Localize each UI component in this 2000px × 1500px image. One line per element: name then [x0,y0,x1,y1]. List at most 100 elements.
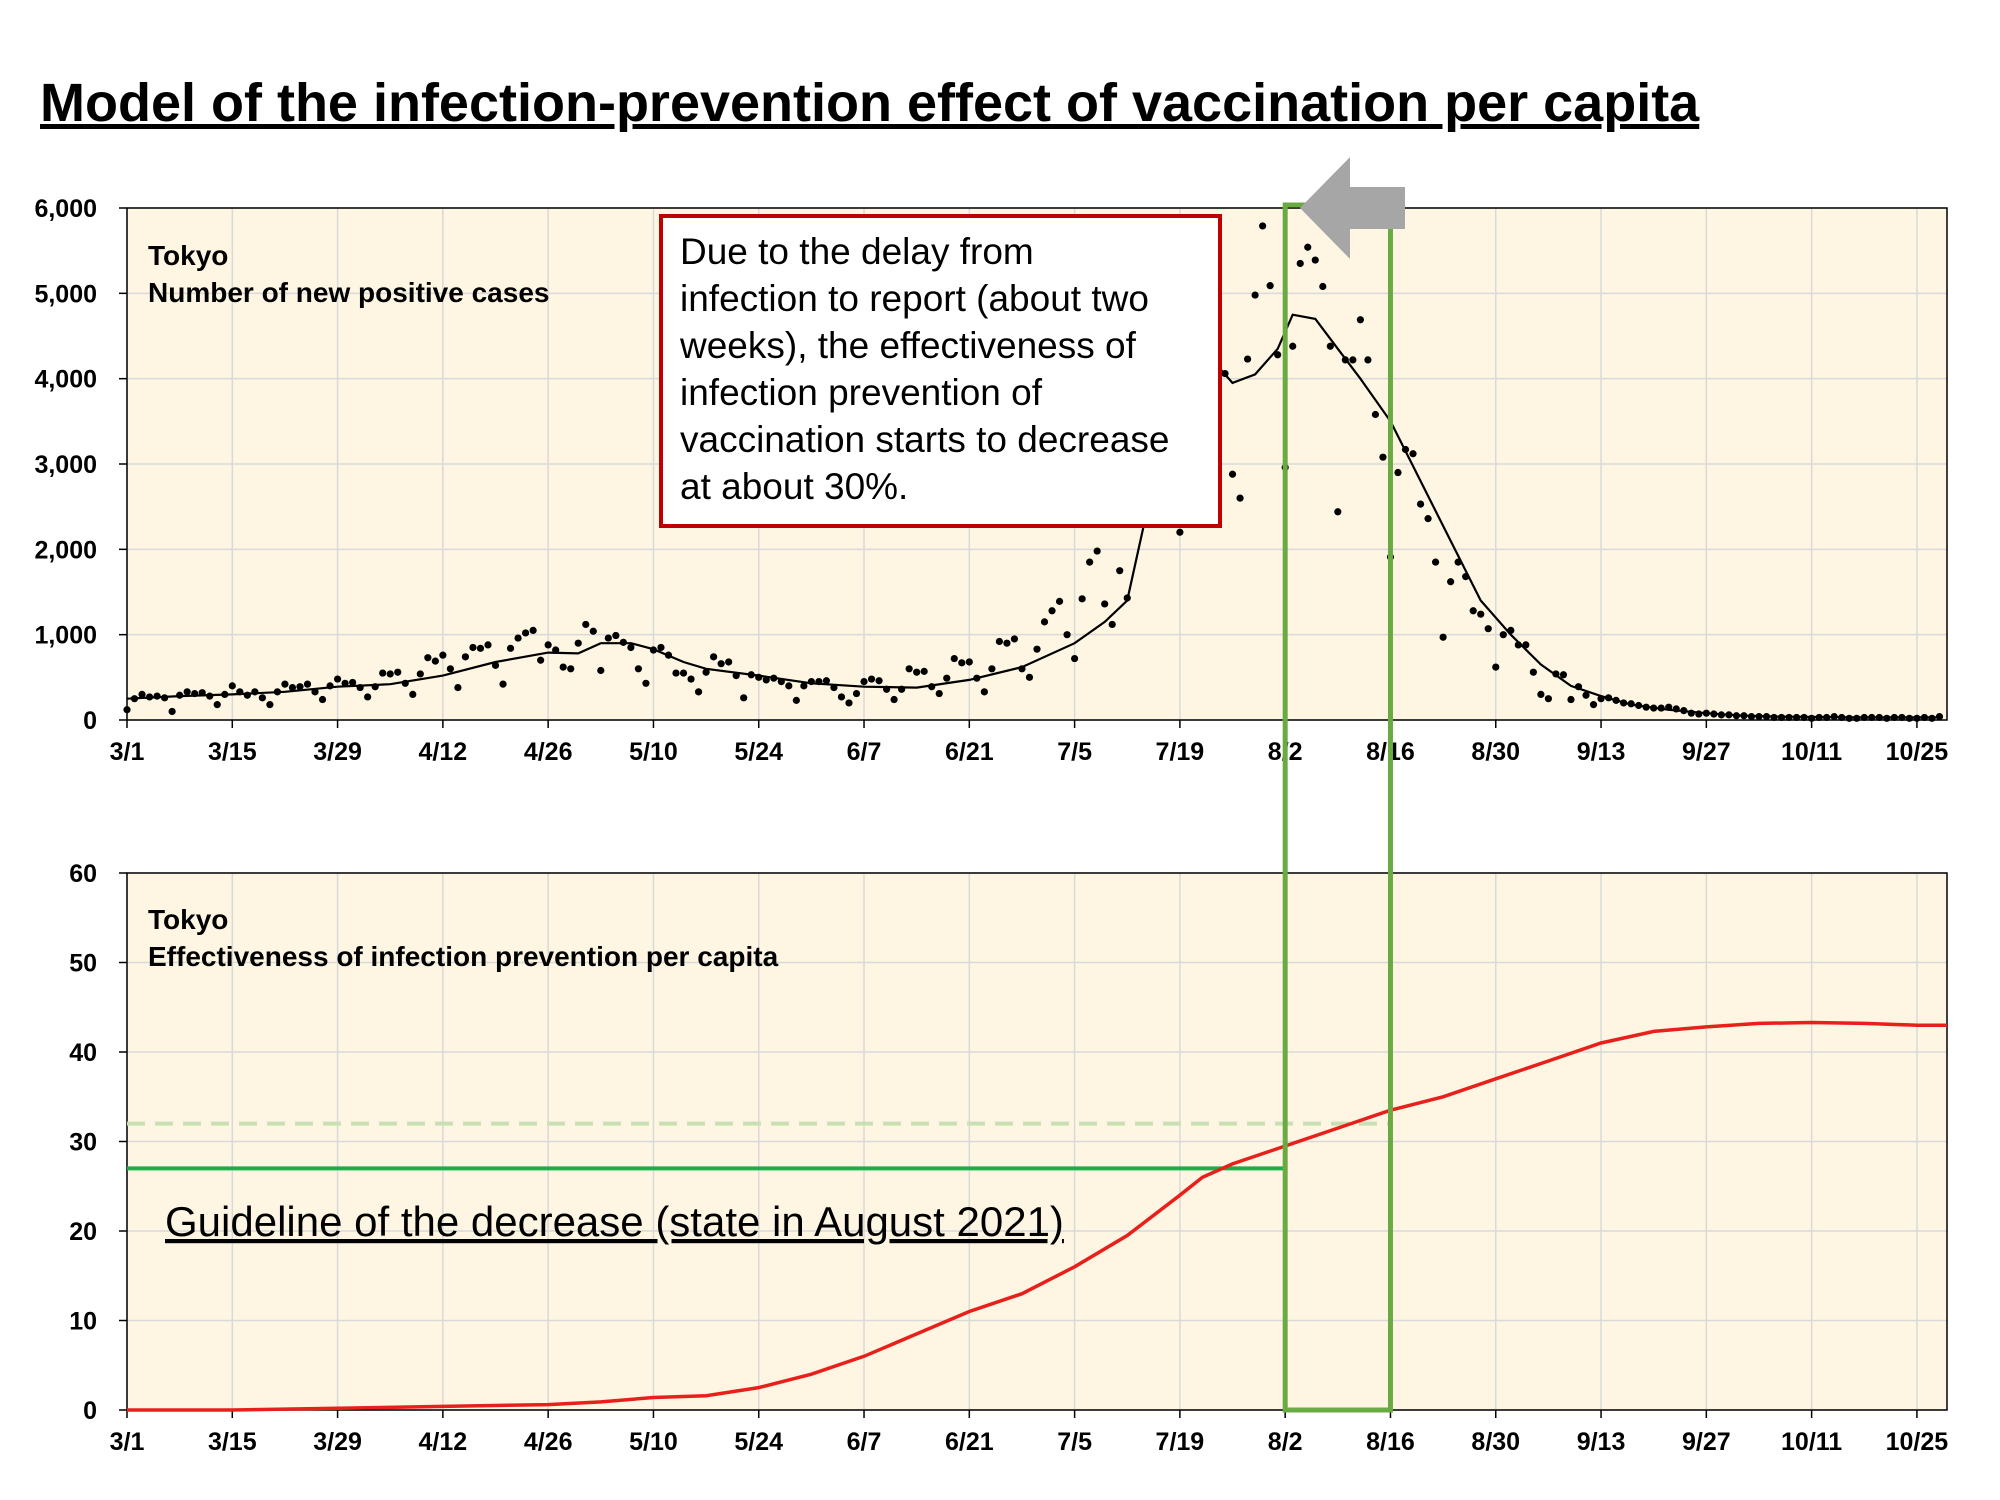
case-point [1289,342,1297,350]
effect-x-tick-label: 7/5 [1057,1428,1092,1456]
case-point [958,659,966,667]
case-point [1228,470,1237,478]
case-point [1040,618,1049,626]
case-point [281,680,289,688]
cases-y-tick-label: 1,000 [34,622,97,650]
case-point [1364,356,1372,364]
case-point [1093,547,1101,555]
cases-x-tick-label: 5/24 [734,738,783,766]
case-point [905,665,913,673]
case-point [409,690,417,699]
effect-x-tick-label: 8/30 [1471,1428,1520,1456]
case-point [266,701,274,709]
case-point [1356,316,1364,324]
effect-x-tick-label: 6/21 [945,1428,994,1456]
note-border [659,214,1222,528]
case-point [589,627,597,635]
case-point [288,683,297,692]
case-point [439,651,447,659]
case-point [514,634,522,642]
effect-x-tick-label: 6/7 [847,1428,882,1456]
case-point [1033,645,1041,653]
note-box: Due to the delay from infection to repor… [659,214,1222,528]
case-point [837,693,846,701]
effect-chart-panel: 0 10 20 30 40 50 60 3/1 3/15 3/29 4/12 4/26 5/10 5/2… [69,860,1948,1456]
cases-x-tick-label: 6/7 [847,738,882,766]
cases-y-axis: 0 1,000 2,000 3,000 4,000 5,000 6,000 [34,195,127,735]
case-point [634,665,643,673]
case-point [920,667,928,675]
case-point [469,643,477,652]
case-point [424,654,432,662]
case-point [890,695,898,704]
effect-label-region: Tokyo [148,904,228,935]
case-point [913,668,921,676]
case-point [1063,631,1071,639]
effect-x-tick-label: 3/29 [313,1428,362,1456]
case-point [935,689,943,698]
case-point [476,644,485,652]
cases-y-tick-label: 0 [83,707,97,735]
cases-y-tick-label: 4,000 [34,366,97,394]
case-point [604,634,612,642]
effect-x-tick-label: 5/24 [734,1428,783,1456]
case-point [499,680,507,688]
case-point [1108,620,1116,629]
cases-y-tick-label: 5,000 [34,280,97,308]
effect-y-axis: 0 10 20 30 40 50 60 [69,860,127,1425]
case-point [333,675,342,683]
case-point [123,706,131,714]
case-point [138,690,146,699]
note-line-3: weeks), the effectiveness of [679,325,1137,366]
case-point [627,643,635,652]
guideline-label: Guideline of the decrease (state in Augu… [165,1198,1064,1245]
note-line-4: infection prevention of [680,372,1043,413]
case-point [1251,291,1259,299]
effect-x-tick-label: 5/10 [629,1428,678,1456]
cases-x-tick-label: 6/21 [945,738,994,766]
case-point [416,670,424,678]
case-point [213,701,221,709]
case-point [1116,567,1124,575]
case-point [1379,453,1387,461]
case-point [1582,691,1590,699]
case-point [318,695,327,704]
case-point [341,679,349,687]
note-line-1: Due to the delay from [680,231,1034,272]
case-point [1499,631,1507,639]
cases-x-tick-label: 7/5 [1057,738,1092,766]
case-point [1334,508,1342,516]
case-point [168,707,176,716]
case-point [228,682,236,690]
case-point [1394,468,1402,477]
case-point [740,694,748,702]
case-point [1484,625,1492,633]
case-point [642,679,650,687]
case-point [1296,259,1304,268]
case-point [1589,701,1598,709]
effect-x-tick-label: 3/15 [208,1428,257,1456]
case-point [567,665,575,673]
left-arrow-icon [1300,157,1405,259]
cases-x-tick-label: 4/12 [419,738,468,766]
case-point [1319,282,1327,291]
effect-x-tick-label: 10/11 [1781,1428,1842,1456]
case-point [965,658,973,666]
effect-y-tick-label: 40 [69,1039,97,1067]
case-point [792,696,800,704]
effect-y-tick-label: 20 [69,1218,97,1246]
case-point [762,676,770,684]
case-point [1808,714,1816,722]
cases-x-tick-label: 3/1 [110,738,145,766]
case-point [1349,356,1357,364]
effect-x-tick-label: 9/27 [1682,1428,1731,1456]
case-point [852,689,861,698]
cases-label-metric: Number of new positive cases [148,277,549,308]
case-point [822,677,831,685]
effect-x-tick-label: 7/19 [1156,1428,1205,1456]
note-line-5: vaccination starts to decrease [680,419,1169,460]
cases-y-tick-label: 6,000 [34,195,97,223]
effect-x-tick-label: 4/26 [524,1428,573,1456]
case-point [1409,450,1417,458]
